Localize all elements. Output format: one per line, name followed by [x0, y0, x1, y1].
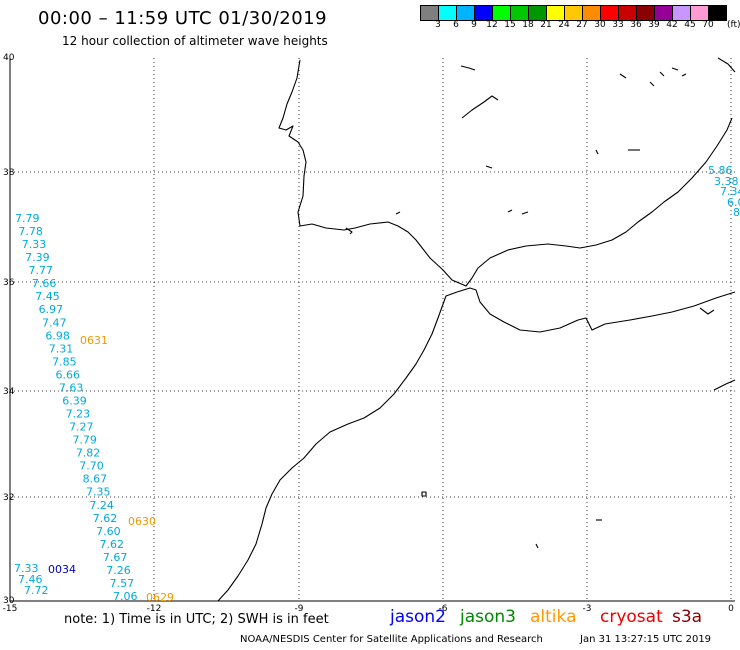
- colorbar-units: (ft): [727, 20, 740, 30]
- footnote: note: 1) Time is in UTC; 2) SWH is in fe…: [64, 612, 329, 627]
- lat-label: 32: [3, 493, 14, 503]
- colorbar-tick-label: 18: [522, 20, 534, 30]
- wave-height-label: 7.79: [72, 434, 97, 447]
- wave-height-label: 5.86: [708, 164, 733, 177]
- lat-label: 40: [3, 53, 15, 63]
- wave-height-label: 7.27: [69, 421, 94, 434]
- map-title: 00:00 – 11:59 UTC 01/30/2019: [38, 8, 328, 29]
- colorbar-tick-label: 24: [558, 20, 570, 30]
- wave-height-label: 7.47: [42, 316, 67, 329]
- colorbar-tick-label: 36: [630, 20, 642, 30]
- wave-height-label: 7.63: [59, 381, 83, 394]
- wave-height-label: 7.62: [99, 538, 124, 551]
- lon-label: -3: [583, 604, 592, 614]
- pass-time-label: 0034: [48, 563, 76, 576]
- colorbar-tick-label: 30: [594, 20, 606, 30]
- wave-height-label: 7.57: [110, 577, 135, 590]
- map-frame: [9, 58, 735, 602]
- colorbar-tick-label: 6: [453, 20, 459, 30]
- wave-height-label: 7.34: [720, 185, 740, 198]
- colorbar-tick-label: 27: [576, 20, 588, 30]
- colorbar-tick-label: 3: [435, 20, 441, 30]
- timestamp: Jan 31 13:27:15 UTC 2019: [580, 634, 712, 645]
- wave-height-label: 7.46: [18, 573, 43, 586]
- colorbar-tick-label: 21: [540, 20, 552, 30]
- colorbar-tick-label: 12: [486, 20, 498, 30]
- pass-time-label: 0630: [128, 515, 156, 528]
- lat-label: 30: [3, 596, 15, 606]
- map-subtitle: 12 hour collection of altimeter wave hei…: [62, 34, 328, 48]
- wave-height-label: 8: [733, 206, 740, 219]
- wave-height-label: 7.31: [49, 342, 74, 355]
- wave-height-label: 6.66: [56, 368, 81, 381]
- wave-height-label: 7.85: [52, 355, 76, 368]
- wave-height-label: 8.67: [83, 473, 108, 486]
- pass-time-label: 0631: [80, 334, 108, 347]
- lat-label: 38: [3, 168, 15, 178]
- wave-height-label: 7.70: [79, 460, 104, 473]
- lon-label: -12: [147, 604, 162, 614]
- wave-height-label: 7.45: [35, 290, 60, 303]
- coastline: [217, 57, 736, 602]
- colorbar-tick-label: 45: [684, 20, 696, 30]
- wave-height-label: 7.06: [113, 590, 138, 603]
- wave-height-label: 7.78: [18, 225, 43, 238]
- wave-height-label: 7.79: [15, 212, 40, 225]
- colorbar-tick-label: 39: [648, 20, 660, 30]
- wave-height-label: 6.98: [45, 329, 69, 342]
- wave-height-label: 7.35: [86, 486, 111, 499]
- legend-jason2: jason2: [390, 607, 446, 627]
- colorbar-tick-label: 42: [666, 20, 678, 30]
- wave-height-label: 7.77: [29, 264, 54, 277]
- colorbar-tick-label: 70: [702, 20, 714, 30]
- legend-jason3: jason3: [460, 607, 516, 627]
- wave-height-label: 7.33: [14, 562, 39, 575]
- wave-height-label: 7.62: [93, 512, 118, 525]
- wave-height-label: 7.26: [106, 564, 131, 577]
- wave-height-label: 7.82: [76, 447, 101, 460]
- legend-altika: altika: [530, 607, 577, 627]
- credit-line: NOAA/NESDIS Center for Satellite Applica…: [240, 634, 543, 645]
- wave-height-label: 7.23: [66, 408, 91, 421]
- wave-height-label: 7.24: [89, 499, 114, 512]
- colorbar-tick-label: 33: [612, 20, 624, 30]
- graticule: [10, 58, 735, 601]
- wave-height-label: 6.0: [727, 196, 740, 209]
- wave-height-label: 7.60: [96, 525, 121, 538]
- lat-label: 36: [3, 278, 15, 288]
- lon-label: -9: [295, 604, 304, 614]
- colorbar-tick-label: 15: [504, 20, 516, 30]
- legend-cryosat: cryosat: [600, 607, 663, 627]
- wave-height-label: 7.67: [103, 551, 128, 564]
- legend-s3a: s3a: [672, 607, 703, 627]
- wave-height-label: 7.33: [22, 238, 47, 251]
- lon-label: 0: [728, 604, 734, 614]
- lon-label: -15: [3, 604, 18, 614]
- colorbar-swatch: [708, 5, 727, 21]
- wave-height-label: 7.66: [32, 277, 57, 290]
- wave-height-label: 7.72: [24, 584, 49, 597]
- pass-time-label: 0629: [146, 591, 174, 604]
- lat-label: 34: [3, 387, 15, 397]
- colorbar-tick-label: 9: [471, 20, 477, 30]
- wave-height-label: 6.97: [39, 303, 64, 316]
- wave-height-label: 6.39: [62, 394, 87, 407]
- lon-label: -6: [439, 604, 448, 614]
- wave-height-label: 7.39: [25, 251, 50, 264]
- colorbar-legend: [420, 5, 727, 21]
- wave-height-label: 3.38: [714, 175, 739, 188]
